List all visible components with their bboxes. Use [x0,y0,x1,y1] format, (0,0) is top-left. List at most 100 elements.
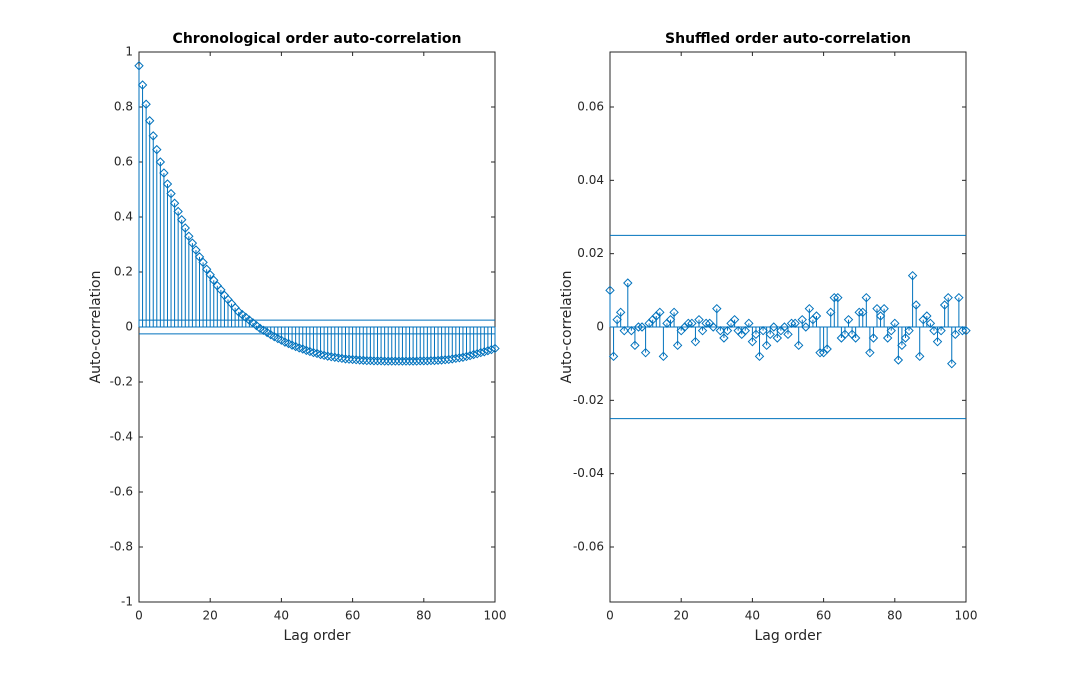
stem-marker [850,333,861,343]
y-tick-label: 1 [125,45,133,59]
stem-marker [740,325,750,336]
x-tick-label: 0 [135,609,143,623]
stem-marker [680,322,690,332]
stem-marker [911,300,921,310]
stem-marker [623,278,633,288]
y-tick-label: 0.06 [577,100,604,114]
stem-marker [355,355,365,365]
x-axis-label: Lag order [283,628,350,644]
y-tick-label: 0.8 [114,100,133,114]
stem-marker [458,352,468,362]
stem-marker [640,347,651,358]
stem-marker [722,325,733,336]
stem-marker [440,355,450,365]
stem-marker [194,252,205,262]
stem-marker [387,356,397,366]
stem-marker [822,344,832,354]
stem-marker [790,318,800,329]
stem-marker [833,292,843,303]
stem-marker [169,198,180,208]
stem-marker [612,314,622,325]
x-tick-label: 80 [416,609,431,623]
stem-marker [644,318,654,329]
stem-marker [422,356,433,366]
stem-marker [362,355,372,366]
stem-marker [419,356,429,366]
stem-marker [308,347,319,358]
stem-marker [137,80,148,90]
stem-marker [793,340,804,351]
stem-marker [904,325,914,336]
stem-marker [479,347,490,357]
stem-marker [858,307,868,318]
stem-marker [177,215,187,225]
x-tick-label: 0 [606,609,614,623]
stem-marker [166,188,176,199]
stem-marker [744,318,754,329]
stem-marker [726,318,736,329]
stem-marker [786,318,797,329]
y-tick-label: 0.02 [577,246,604,260]
stem-marker [826,307,836,318]
stem-marker [779,322,790,332]
stem-marker [808,314,818,325]
stem-marker [761,340,772,351]
stem-marker [712,303,722,314]
stem-marker [783,329,793,340]
stem-marker [347,354,358,365]
stem-marker [947,358,957,369]
stem-marker [390,356,401,366]
stem-marker [483,345,493,356]
stem-marker [365,355,376,366]
y-tick-label: 0.04 [577,173,604,187]
stem-marker [872,303,882,314]
stem-marker [932,336,943,347]
y-tick-label: 0 [125,320,133,334]
stem-marker [429,355,440,366]
stem-marker [729,314,740,325]
stem-marker [404,356,415,366]
stem-marker [344,354,354,364]
stem-marker [765,329,775,340]
y-tick-label: 0 [596,320,604,334]
stem-marker [875,311,886,321]
stem-marker [890,318,900,329]
stem-marker [319,350,329,361]
stem-marker [637,322,647,332]
stem-marker [925,318,936,329]
stem-marker [797,314,807,325]
y-tick-label: -0.8 [110,540,133,554]
stem-marker [758,325,768,336]
stem-marker [961,325,971,336]
x-tick-label: 40 [745,609,760,623]
stem-marker [815,347,825,358]
stem-marker [608,351,619,362]
y-tick-label: 0.6 [114,155,133,169]
stem-marker [152,144,162,155]
stem-marker [358,355,368,365]
stem-marker [772,333,783,343]
stem-marker [205,270,215,280]
stem-marker [633,322,644,332]
y-axis-label: Auto-correlation [559,271,575,384]
stem-marker [690,336,701,347]
y-tick-label: -0.4 [110,430,133,444]
stem-marker [922,311,932,321]
stem-marker [843,314,854,325]
stem-marker [687,318,697,329]
stem-marker [818,347,829,358]
stem-marker [134,61,144,71]
stem-marker [929,325,939,336]
stem-marker [201,264,212,274]
stem-marker [326,351,336,362]
stem-marker [465,350,475,361]
stem-marker [148,131,158,141]
stem-marker [159,168,169,178]
stem-marker [672,340,683,351]
stem-marker [605,285,615,296]
stem-marker [950,329,961,340]
stem-marker [351,355,361,365]
stem-marker [615,307,626,318]
stem-marker [433,355,443,365]
y-tick-label: -0.2 [110,375,133,389]
